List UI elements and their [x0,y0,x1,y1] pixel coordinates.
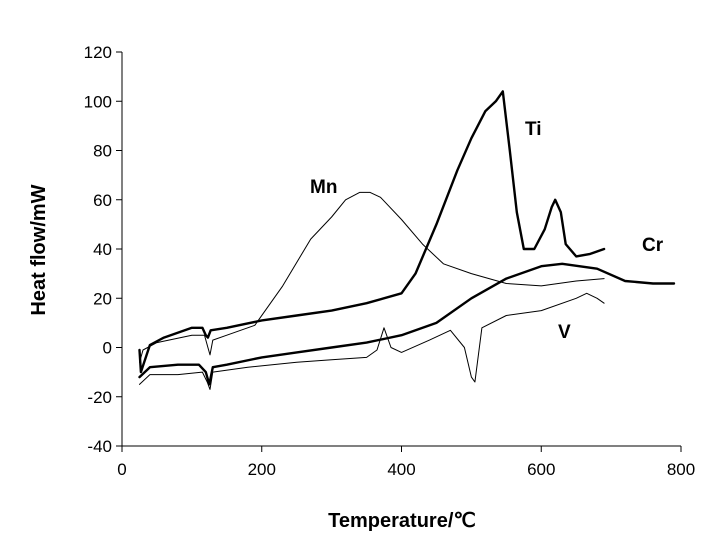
y-tick-label: 40 [93,240,112,259]
x-axis-title: Temperature/℃ [328,510,476,532]
y-tick-label: 60 [93,191,112,210]
x-tick-label: 200 [248,460,276,479]
x-tick-label: 600 [527,460,555,479]
x-tick-label: 0 [117,460,126,479]
series-label-ti: Ti [525,119,542,140]
series-line-ti [138,90,606,374]
y-ticks: -40 -20 0 20 40 60 80 100 120 [84,43,122,456]
x-tick-label: 400 [387,460,415,479]
y-axis-title: Heat flow/mW [28,184,50,315]
x-ticks: 0 200 400 600 800 [117,446,695,479]
y-tick-label: 20 [93,289,112,308]
y-tick-label: 100 [84,92,112,111]
plot-series [138,90,676,390]
series-label-v: V [558,322,571,343]
x-tick-label: 800 [667,460,695,479]
series-label-cr: Cr [642,235,664,256]
series-line-mn [139,191,605,363]
y-tick-label: -40 [87,437,112,456]
series-line-v [139,292,605,390]
y-tick-label: 120 [84,43,112,62]
y-tick-label: 80 [93,142,112,161]
y-tick-label: -20 [87,388,112,407]
y-tick-label: 0 [103,339,112,358]
axes [121,52,681,447]
series-label-mn: Mn [310,177,337,198]
series-line-cr [138,262,676,386]
